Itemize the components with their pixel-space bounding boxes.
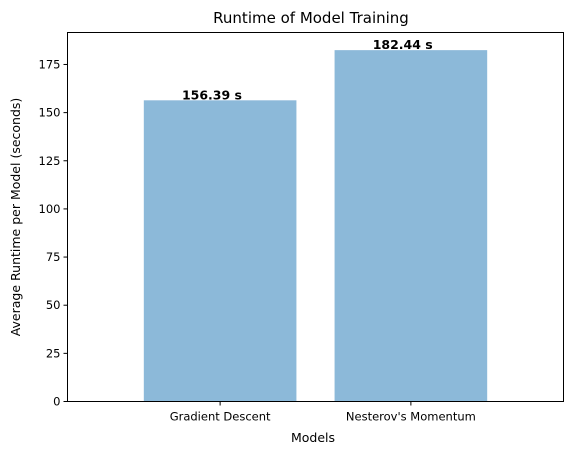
y-tick-label-6: 150	[39, 106, 61, 120]
y-tick-label-1: 25	[46, 346, 61, 360]
y-tick-label-0: 0	[53, 395, 60, 409]
x-tick-label-1: Nesterov's Momentum	[346, 410, 476, 424]
bars-group	[143, 50, 488, 402]
y-tick-label-3: 75	[46, 250, 61, 264]
data-label-1: 182.44 s	[373, 37, 433, 52]
x-axis-label: Models	[291, 430, 335, 445]
plot-frame	[67, 32, 564, 402]
y-tick-label-2: 50	[46, 298, 61, 312]
bar-0	[143, 100, 297, 402]
y-tick-label-7: 175	[39, 57, 61, 71]
data-labels: 156.39 s 182.44 s	[182, 37, 433, 102]
y-axis-label: Average Runtime per Model (seconds)	[8, 98, 23, 337]
y-tick-label-4: 100	[39, 202, 61, 216]
y-tick-label-5: 125	[39, 154, 61, 168]
bar-1	[334, 50, 488, 402]
y-axis: 0 25 50 75 100 125 150 175	[39, 57, 68, 409]
x-axis: Gradient Descent Nesterov's Momentum	[170, 401, 476, 424]
x-tick-label-0: Gradient Descent	[170, 410, 271, 424]
data-label-0: 156.39 s	[182, 87, 242, 102]
chart-title: Runtime of Model Training	[213, 9, 409, 27]
